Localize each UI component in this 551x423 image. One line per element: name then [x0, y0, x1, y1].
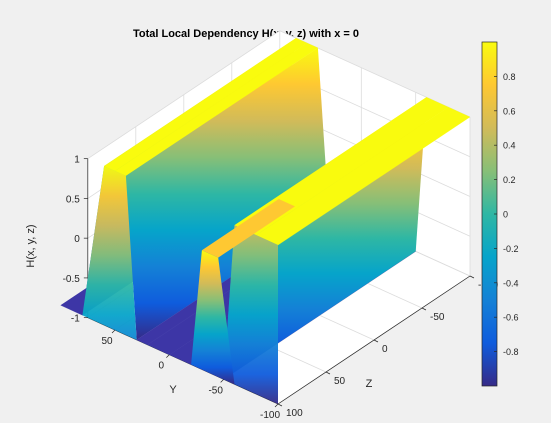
h-tick-label: -1	[71, 314, 80, 325]
y-tick-mark	[220, 379, 224, 383]
z-axis-label: H(x, y, z)	[25, 224, 37, 267]
x-axis-label: Z	[366, 378, 373, 390]
h-tick-label: -0.5	[63, 274, 81, 285]
colorbar-tick-label: -0.2	[503, 244, 519, 254]
y-tick-mark	[111, 329, 116, 334]
z-tick-label: 0	[382, 344, 388, 355]
y-tick-label: -50	[208, 385, 223, 396]
y-tick-label: 0	[159, 361, 165, 372]
h-tick-label: 0.5	[66, 194, 80, 205]
y-tick-label: 50	[101, 336, 113, 347]
colorbar-tick-label: -0.4	[503, 278, 519, 288]
colorbar-tick-label: 0.8	[503, 72, 516, 82]
surface-front-block-top	[201, 199, 295, 258]
z-tick-mark	[325, 371, 331, 375]
z-tick-label: -50	[430, 312, 445, 323]
h-tick-label: 1	[74, 155, 80, 166]
y-tick-mark	[274, 403, 279, 408]
y-tick-mark	[166, 354, 170, 358]
z-tick-label: 50	[334, 376, 346, 387]
surface-plot	[60, 37, 471, 404]
colorbar: 0.8 0.6 0.4 0.2 0 -0.2 -0.4 -0.6 -0.8	[481, 41, 519, 387]
y-tick-label: -100	[260, 410, 280, 418]
chart-title: Total Local Dependency H(x, y, z) with x…	[133, 28, 359, 40]
surface-front-block	[191, 250, 235, 385]
z-tick-mark	[277, 403, 283, 407]
z-tick-mark	[373, 339, 379, 343]
colorbar-tick-label: 0	[503, 210, 508, 220]
z-tick-label: 100	[286, 408, 303, 418]
colorbar-tick-label: -0.8	[503, 347, 519, 357]
z-tick-mark	[421, 307, 427, 311]
z-tick-mark	[469, 275, 475, 279]
colorbar-tick-label: 0.6	[503, 106, 516, 116]
h-tick-label: 0	[74, 234, 80, 245]
surface-front-face	[60, 166, 279, 404]
colorbar-tick-label: -0.6	[503, 313, 519, 323]
colorbar-tick-label: 0.2	[503, 175, 516, 185]
colorbar-tick-label: 0.4	[503, 141, 516, 151]
surface-patch	[125, 47, 329, 340]
y-axis-label: Y	[169, 384, 177, 396]
